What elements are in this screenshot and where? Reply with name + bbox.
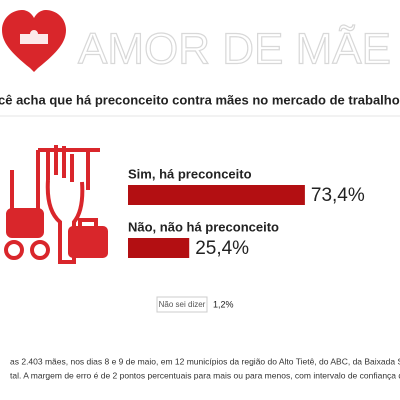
value-label: 1,2%	[213, 299, 234, 309]
bar	[128, 238, 190, 258]
question: cê acha que há preconceito contra mães n…	[0, 92, 400, 107]
bar	[128, 185, 305, 205]
header-title: AMOR DE MÃE	[78, 24, 391, 74]
heart-logo	[2, 10, 66, 72]
note: tal. A margem de erro é de 2 pontos perc…	[10, 370, 400, 380]
category-label: Sim, há preconceito	[128, 166, 252, 181]
value-label: 73,4%	[311, 185, 365, 206]
category-label: Não sei dizer	[159, 300, 206, 309]
note: as 2.403 mães, nos dias 8 e 9 de maio, e…	[10, 356, 400, 366]
illustration	[4, 145, 108, 264]
value-label: 25,4%	[195, 238, 249, 259]
legend-box	[156, 296, 208, 313]
category-label: Não, não há preconceito	[128, 219, 279, 234]
